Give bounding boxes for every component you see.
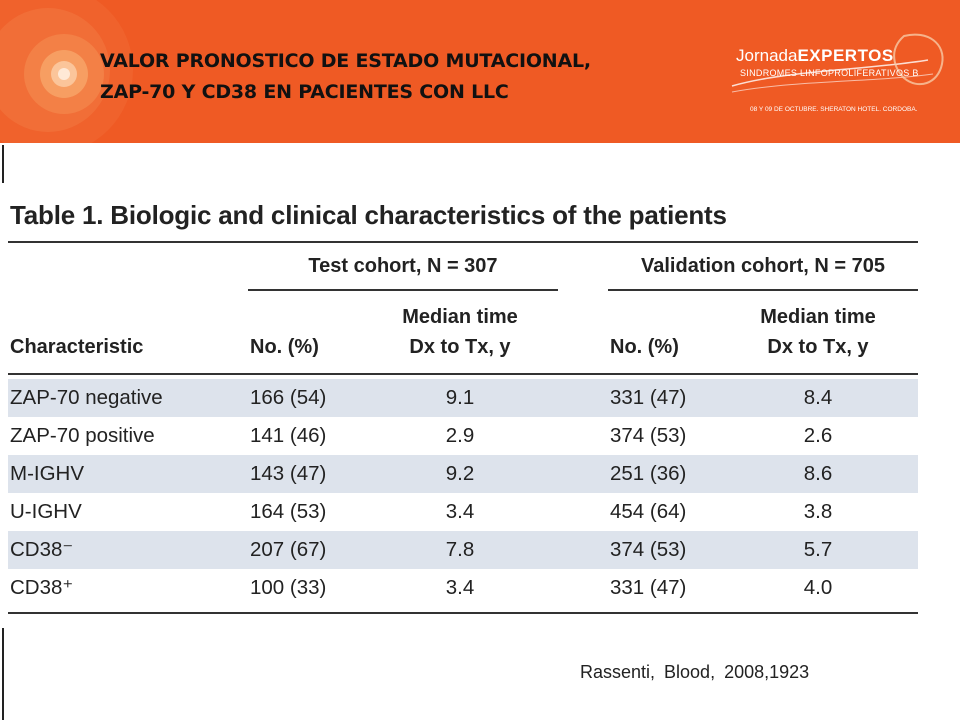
table-top-rule: [8, 241, 918, 243]
logo-subtitle: SINDROMES LINFOPROLIFERATIVOS B: [740, 68, 919, 78]
cell-validation-no: 331 (47): [610, 386, 687, 409]
logo-word-jornada: Jornada: [736, 46, 798, 65]
cell-test-median: 9.1: [445, 386, 475, 409]
left-edge-line-top: [2, 145, 4, 183]
cell-test-median: 3.4: [445, 500, 475, 523]
table-row: ZAP-70 positive 141 (46) 2.9 374 (53) 2.…: [8, 417, 918, 455]
table-row: ZAP-70 negative 166 (54) 9.1 331 (47) 8.…: [8, 379, 918, 417]
cell-characteristic: CD38⁺: [10, 576, 74, 599]
cell-test-no: 166 (54): [250, 386, 327, 409]
table-caption: Table 1. Biologic and clinical character…: [10, 200, 727, 230]
column-header-validation-median-line-2: Dx to Tx, y: [767, 336, 869, 358]
column-header-test-median-line-1: Median time: [402, 306, 518, 328]
cell-validation-median: 3.8: [803, 500, 833, 523]
logo-title: JornadaEXPERTOS: [736, 46, 894, 66]
cell-validation-no: 251 (36): [610, 462, 687, 485]
header-bottom-rule: [8, 373, 918, 375]
cell-test-median: 3.4: [445, 576, 475, 599]
cell-validation-no: 374 (53): [610, 424, 687, 447]
cell-characteristic: ZAP-70 negative: [10, 386, 163, 409]
cell-test-no: 100 (33): [250, 576, 327, 599]
cell-test-median: 9.2: [445, 462, 475, 485]
cell-validation-no: 454 (64): [610, 500, 687, 523]
table-bottom-rule: [8, 612, 918, 614]
slide-title-line-1: VALOR PRONOSTICO DE ESTADO MUTACIONAL,: [100, 50, 591, 72]
group-rule-test: [248, 289, 558, 291]
column-header-validation-median: Median time Dx to Tx, y: [743, 302, 893, 362]
event-logo: JornadaEXPERTOS SINDROMES LINFOPROLIFERA…: [728, 30, 953, 122]
cell-test-no: 143 (47): [250, 462, 327, 485]
cell-characteristic: CD38⁻: [10, 538, 74, 561]
cell-validation-median: 2.6: [803, 424, 833, 447]
cell-test-median: 7.8: [445, 538, 475, 561]
logo-swoosh-icon: [731, 33, 944, 93]
cell-characteristic: M-IGHV: [10, 462, 85, 485]
cell-test-median: 2.9: [445, 424, 475, 447]
slide-title-line-2: ZAP-70 Y CD38 EN PACIENTES CON LLC: [100, 81, 509, 103]
left-edge-line-bottom: [2, 628, 4, 720]
group-header-validation: Validation cohort, N = 705: [641, 255, 885, 277]
cell-characteristic: ZAP-70 positive: [10, 424, 155, 447]
cell-validation-median: 5.7: [803, 538, 833, 561]
group-rule-validation: [608, 289, 918, 291]
table-row: CD38⁻ 207 (67) 7.8 374 (53) 5.7: [8, 531, 918, 569]
logo-word-expertos: EXPERTOS: [797, 46, 894, 65]
cell-test-no: 164 (53): [250, 500, 327, 523]
cell-test-no: 141 (46): [250, 424, 327, 447]
cell-validation-no: 374 (53): [610, 538, 687, 561]
table-row: M-IGHV 143 (47) 9.2 251 (36) 8.6: [8, 455, 918, 493]
cell-validation-median: 4.0: [803, 576, 833, 599]
column-header-test-median: Median time Dx to Tx, y: [380, 302, 540, 362]
column-header-characteristic: Characteristic: [10, 336, 144, 358]
cell-characteristic: U-IGHV: [10, 500, 82, 523]
citation: Rassenti, Blood, 2008,1923: [580, 662, 810, 682]
group-header-test: Test cohort, N = 307: [308, 255, 498, 277]
logo-date-line: 08 Y 09 DE OCTUBRE. SHERATON HOTEL. CORD…: [750, 106, 918, 113]
cell-validation-median: 8.6: [803, 462, 833, 485]
column-header-validation-median-line-1: Median time: [760, 306, 876, 328]
header-banner: VALOR PRONOSTICO DE ESTADO MUTACIONAL, Z…: [0, 0, 960, 143]
cell-validation-median: 8.4: [803, 386, 833, 409]
slide-title: VALOR PRONOSTICO DE ESTADO MUTACIONAL, Z…: [100, 46, 591, 108]
cell-validation-no: 331 (47): [610, 576, 687, 599]
column-header-test-no: No. (%): [250, 336, 319, 358]
column-header-validation-no: No. (%): [610, 336, 679, 358]
table-row: U-IGHV 164 (53) 3.4 454 (64) 3.8: [8, 493, 918, 531]
column-header-test-median-line-2: Dx to Tx, y: [409, 336, 511, 358]
table-row: CD38⁺ 100 (33) 3.4 331 (47) 4.0: [8, 569, 918, 607]
cell-test-no: 207 (67): [250, 538, 327, 561]
decorative-rings-graphic: [0, 0, 133, 143]
